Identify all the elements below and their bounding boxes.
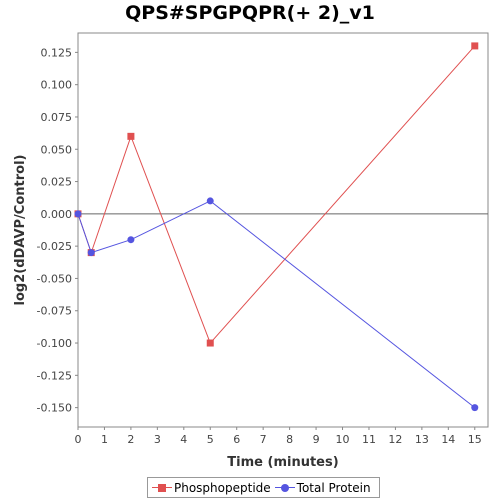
- data-point-total-protein: [74, 210, 82, 218]
- x-axis-title: Time (minutes): [227, 455, 338, 470]
- y-tick-label: -0.050: [37, 272, 72, 285]
- x-tick-label: 0: [75, 433, 82, 446]
- data-point-phosphopeptide: [206, 339, 214, 347]
- x-tick-label: 11: [362, 433, 376, 446]
- y-tick-label: 0.075: [41, 111, 73, 124]
- data-point-phosphopeptide: [471, 42, 479, 50]
- data-point-total-protein: [471, 404, 479, 412]
- y-tick-label: 0.125: [41, 46, 73, 59]
- legend-label-total-protein: Total Protein: [296, 480, 371, 495]
- legend-item-phosphopeptide: Phosphopeptide: [152, 481, 271, 495]
- x-tick-label: 5: [207, 433, 214, 446]
- x-tick-label: 3: [154, 433, 161, 446]
- plot-area: [77, 32, 489, 428]
- chart-title: QPS#SPGPQPR(+ 2)_v1: [125, 2, 375, 24]
- y-tick-label: -0.100: [37, 337, 72, 350]
- legend-item-total-protein: Total Protein: [274, 480, 371, 495]
- x-tick-label: 1: [101, 433, 108, 446]
- x-tick-label: 4: [180, 433, 187, 446]
- x-tick-label: 7: [260, 433, 267, 446]
- x-tick-label: 14: [441, 433, 455, 446]
- legend-circle-marker-icon: [274, 483, 295, 493]
- x-tick-label: 15: [468, 433, 482, 446]
- x-tick-label: 8: [286, 433, 293, 446]
- x-tick-label: 12: [388, 433, 402, 446]
- chart-legend: Phosphopeptide Total Protein: [147, 477, 380, 498]
- y-axis-title: log2(dDAVP/Control): [13, 155, 28, 306]
- data-point-total-protein: [206, 197, 214, 205]
- data-point-total-protein: [87, 249, 95, 257]
- y-tick-label: -0.150: [37, 402, 72, 415]
- x-tick-label: 9: [313, 433, 320, 446]
- x-tick-label: 6: [233, 433, 240, 446]
- x-tick-label: 2: [127, 433, 134, 446]
- x-tick-label: 10: [336, 433, 350, 446]
- y-tick-label: 0.050: [41, 143, 73, 156]
- y-tick-label: 0.000: [41, 208, 73, 221]
- y-tick-label: -0.025: [37, 240, 72, 253]
- y-tick-label: 0.100: [41, 79, 73, 92]
- x-tick-label: 13: [415, 433, 429, 446]
- y-tick-label: 0.025: [41, 176, 73, 189]
- legend-square-marker-icon: [152, 483, 172, 493]
- y-tick-label: -0.075: [37, 305, 72, 318]
- y-tick-label: -0.125: [37, 369, 72, 382]
- legend-label-phosphopeptide: Phosphopeptide: [174, 480, 271, 495]
- data-point-phosphopeptide: [127, 132, 135, 140]
- data-point-total-protein: [127, 236, 135, 244]
